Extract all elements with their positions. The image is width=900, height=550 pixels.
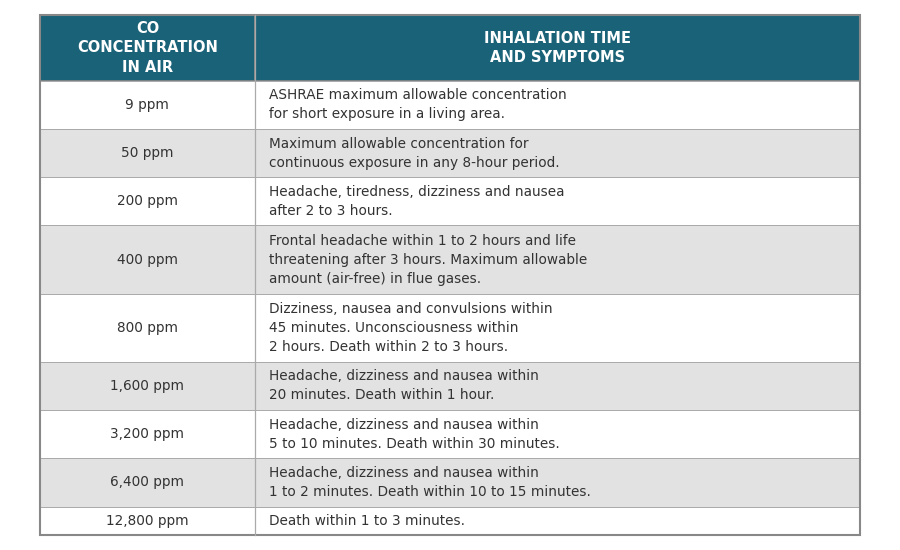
Text: Headache, dizziness and nausea within
5 to 10 minutes. Death within 30 minutes.: Headache, dizziness and nausea within 5 … [269,417,560,450]
Bar [255,362,860,410]
Bar [40,177,255,225]
Text: Death within 1 to 3 minutes.: Death within 1 to 3 minutes. [269,514,465,528]
Text: Frontal headache within 1 to 2 hours and life
threatening after 3 hours. Maximum: Frontal headache within 1 to 2 hours and… [269,234,588,285]
Text: ASHRAE maximum allowable concentration
for short exposure in a living area.: ASHRAE maximum allowable concentration f… [269,89,567,122]
Text: 3,200 ppm: 3,200 ppm [111,427,184,441]
Bar [255,15,860,81]
Bar [40,362,255,410]
Text: Headache, dizziness and nausea within
20 minutes. Death within 1 hour.: Headache, dizziness and nausea within 20… [269,370,539,403]
Bar [40,81,255,129]
Bar [40,226,255,294]
Text: 800 ppm: 800 ppm [117,321,178,335]
Bar [255,129,860,177]
Text: 12,800 ppm: 12,800 ppm [106,514,189,528]
Bar [255,226,860,294]
Text: CO
CONCENTRATION
IN AIR: CO CONCENTRATION IN AIR [77,21,218,75]
Bar [40,129,255,177]
Bar [40,294,255,362]
Bar [255,294,860,362]
Bar [255,410,860,458]
Text: Headache, tiredness, dizziness and nausea
after 2 to 3 hours.: Headache, tiredness, dizziness and nause… [269,185,564,218]
Text: 200 ppm: 200 ppm [117,194,178,208]
Text: Headache, dizziness and nausea within
1 to 2 minutes. Death within 10 to 15 minu: Headache, dizziness and nausea within 1 … [269,466,591,499]
Text: Maximum allowable concentration for
continuous exposure in any 8-hour period.: Maximum allowable concentration for cont… [269,136,560,169]
Bar [255,458,860,507]
Bar [40,410,255,458]
Text: 6,400 ppm: 6,400 ppm [111,475,184,490]
Text: 50 ppm: 50 ppm [122,146,174,160]
Bar [255,177,860,225]
Text: INHALATION TIME
AND SYMPTOMS: INHALATION TIME AND SYMPTOMS [484,31,631,65]
Bar [40,458,255,507]
Bar [40,507,255,535]
Text: 9 ppm: 9 ppm [125,98,169,112]
Text: Dizziness, nausea and convulsions within
45 minutes. Unconsciousness within
2 ho: Dizziness, nausea and convulsions within… [269,302,553,354]
Bar [40,15,255,81]
Text: 1,600 ppm: 1,600 ppm [111,379,184,393]
Bar [255,507,860,535]
Text: 400 ppm: 400 ppm [117,252,178,267]
Bar [255,81,860,129]
